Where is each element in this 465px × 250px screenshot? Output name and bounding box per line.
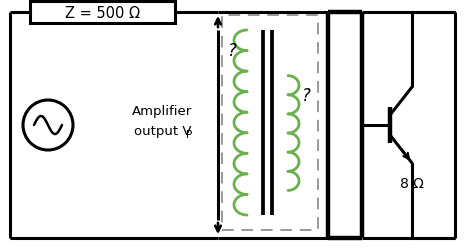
Text: output V: output V: [134, 125, 191, 138]
Text: ?: ?: [227, 42, 236, 60]
Text: P: P: [186, 130, 193, 140]
Bar: [222, 16, 318, 230]
Bar: [30, 2, 175, 24]
Text: 8 Ω: 8 Ω: [400, 176, 424, 190]
Text: Z = 500 Ω: Z = 500 Ω: [65, 6, 140, 20]
Text: Amplifier: Amplifier: [133, 105, 193, 118]
Text: ?: ?: [302, 87, 311, 105]
